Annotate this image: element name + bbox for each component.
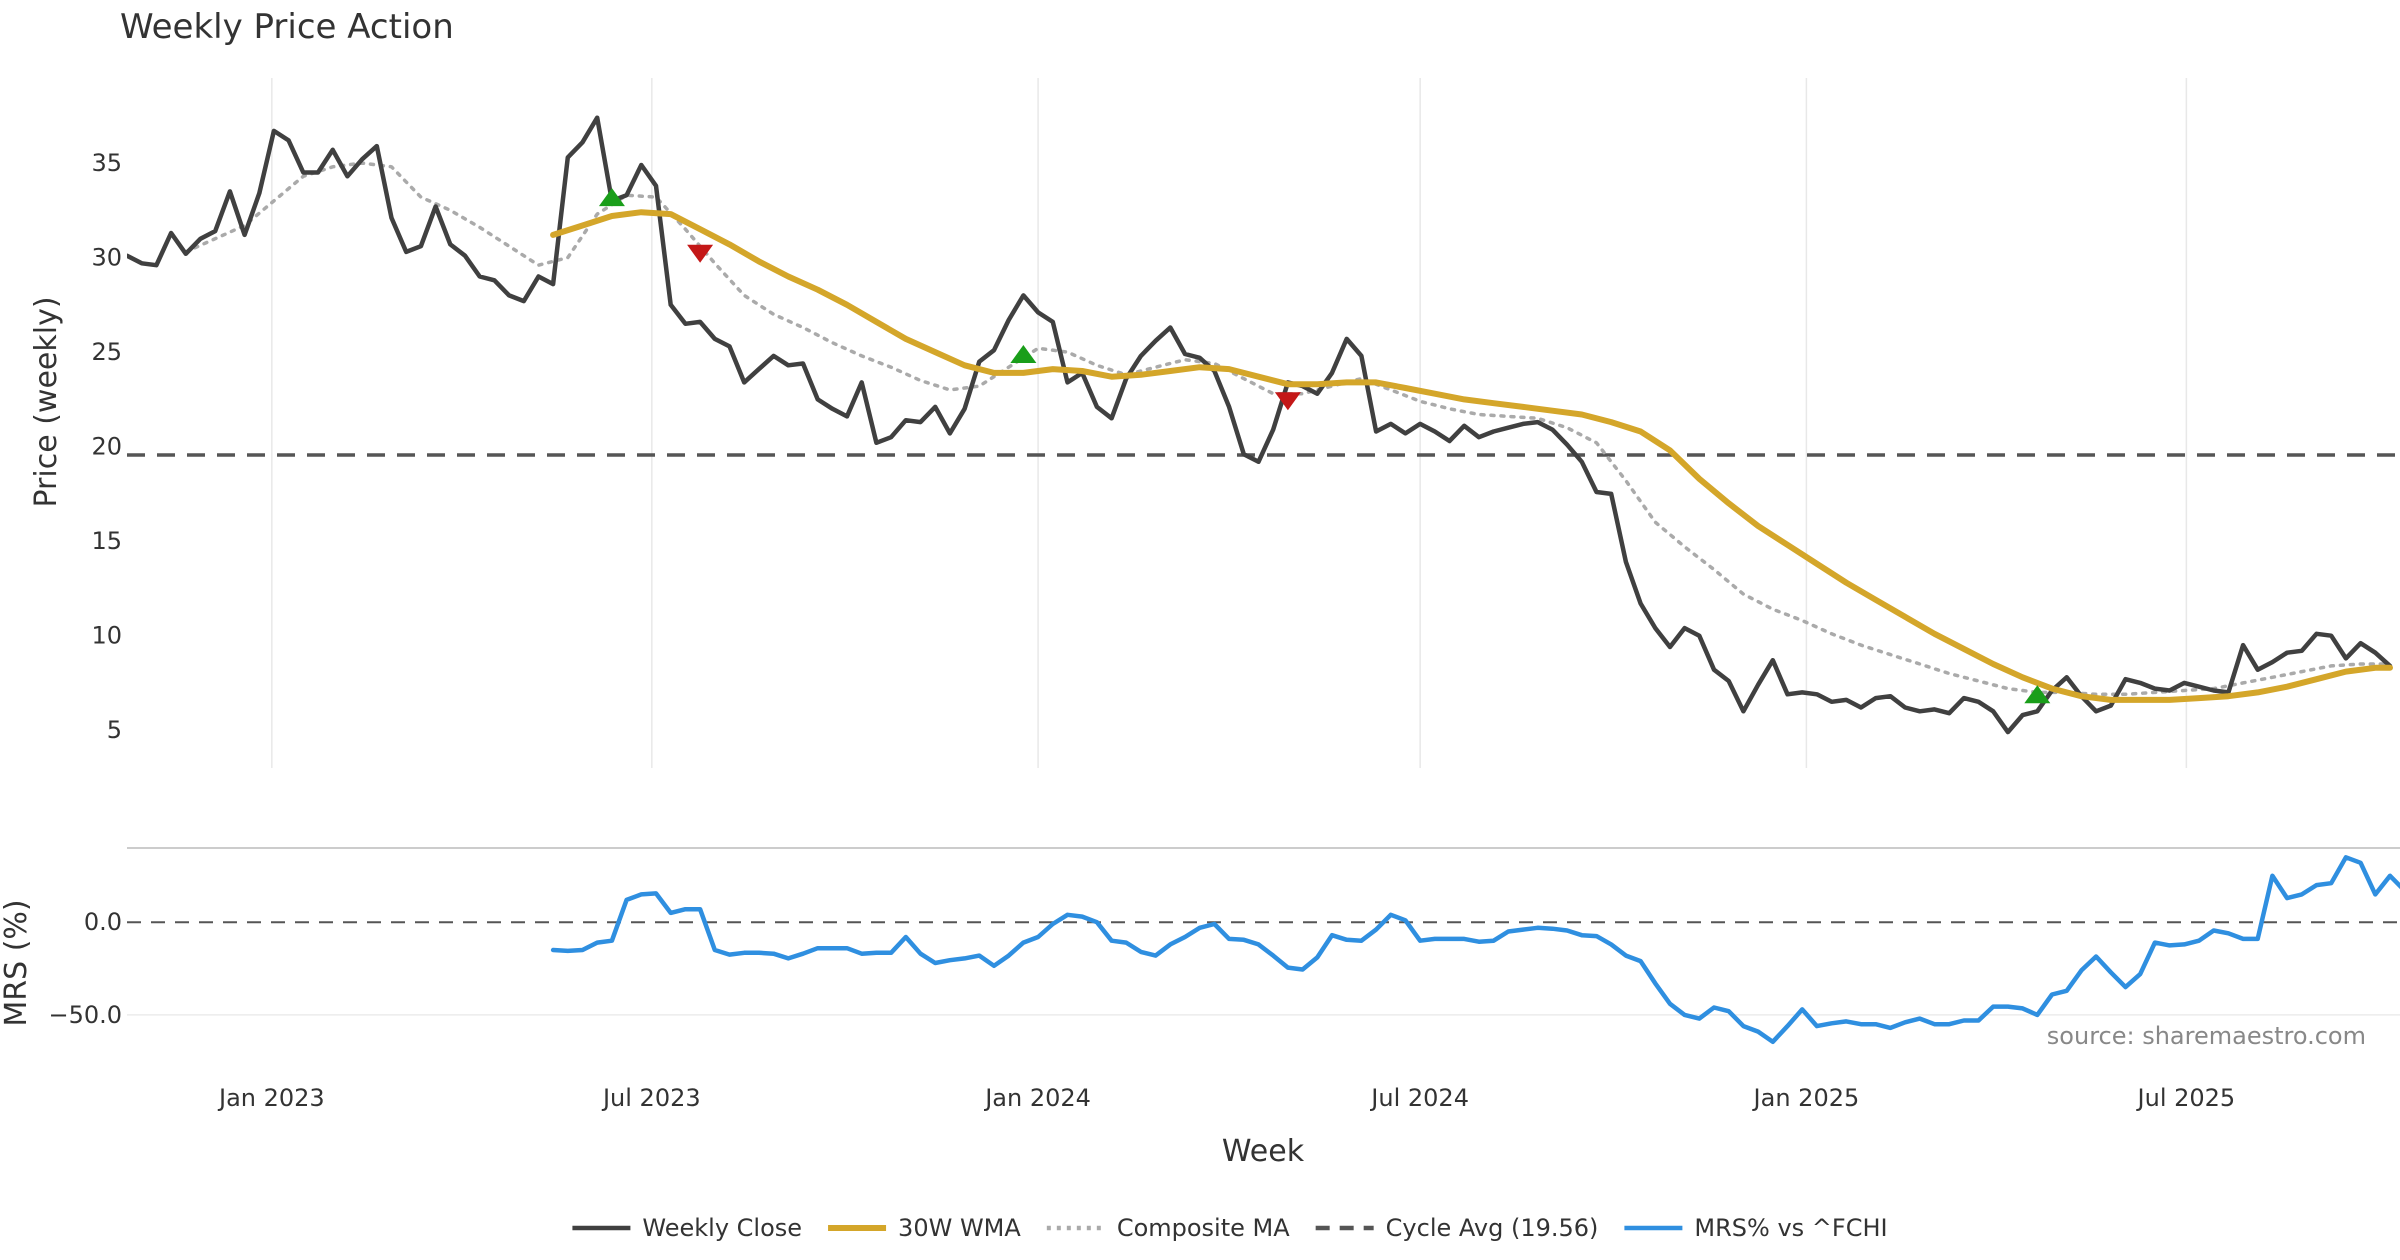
price-series-group [127, 115, 2400, 735]
weekly-close-line [127, 115, 2393, 735]
x-tick-label: Jul 2025 [2136, 1084, 2236, 1112]
legend-label: Composite MA [1117, 1214, 1290, 1242]
x-axis: Jan 2023 Jul 2023 Jan 2024 Jul 2024 Jan 2025… [217, 1084, 2235, 1112]
buy-signal-marker [2024, 685, 2051, 704]
legend-label: Weekly Close [642, 1214, 802, 1242]
legend-label: MRS% vs ^FCHI [1694, 1214, 1887, 1242]
price-y-axis: 5 10 15 20 25 30 35 [91, 149, 122, 744]
x-tick-label: Jan 2024 [983, 1084, 1091, 1112]
price-grid [271, 78, 2188, 768]
buy-signal-marker [598, 188, 625, 207]
x-tick-label: Jul 2023 [601, 1084, 701, 1112]
buy-signal-marker [1010, 345, 1037, 363]
mrs-y-tick-label: 0.0 [84, 908, 122, 936]
mrs-y-axis: 0.0 −50.0 [48, 908, 122, 1029]
price-y-tick-label: 5 [107, 716, 122, 744]
x-tick-label: Jan 2023 [217, 1084, 325, 1112]
price-y-axis-label: Price (weekly) [29, 296, 64, 507]
mrs-y-axis-label: MRS (%) [0, 899, 34, 1026]
price-y-tick-label: 15 [91, 527, 122, 555]
wma-30w-line [550, 209, 2393, 703]
price-y-tick-label: 20 [91, 433, 122, 461]
legend: Weekly Close 30W WMA Composite MA Cycle Avg… [572, 1214, 1888, 1242]
x-tick-label: Jan 2025 [1752, 1084, 1860, 1112]
source-label: source: sharemaestro.com [2047, 1022, 2366, 1050]
mrs-series-group [127, 855, 2400, 1045]
price-y-tick-label: 30 [91, 244, 122, 272]
price-y-tick-label: 25 [91, 338, 122, 366]
composite-ma-line [184, 161, 2392, 697]
x-tick-label: Jul 2024 [1369, 1084, 1469, 1112]
mrs-line [550, 855, 2400, 1045]
chart-title: Weekly Price Action [120, 7, 454, 47]
price-y-tick-label: 10 [91, 622, 122, 650]
mrs-y-tick-label: −50.0 [48, 1001, 122, 1029]
sell-signal-marker [687, 244, 714, 263]
sell-signal-marker [1274, 392, 1301, 411]
legend-label: 30W WMA [898, 1214, 1021, 1242]
signal-markers [598, 188, 2051, 704]
price-y-tick-label: 35 [91, 149, 122, 177]
legend-label: Cycle Avg (19.56) [1386, 1214, 1599, 1242]
x-axis-label: Week [1222, 1134, 1305, 1169]
mrs-grid [127, 847, 2400, 1016]
